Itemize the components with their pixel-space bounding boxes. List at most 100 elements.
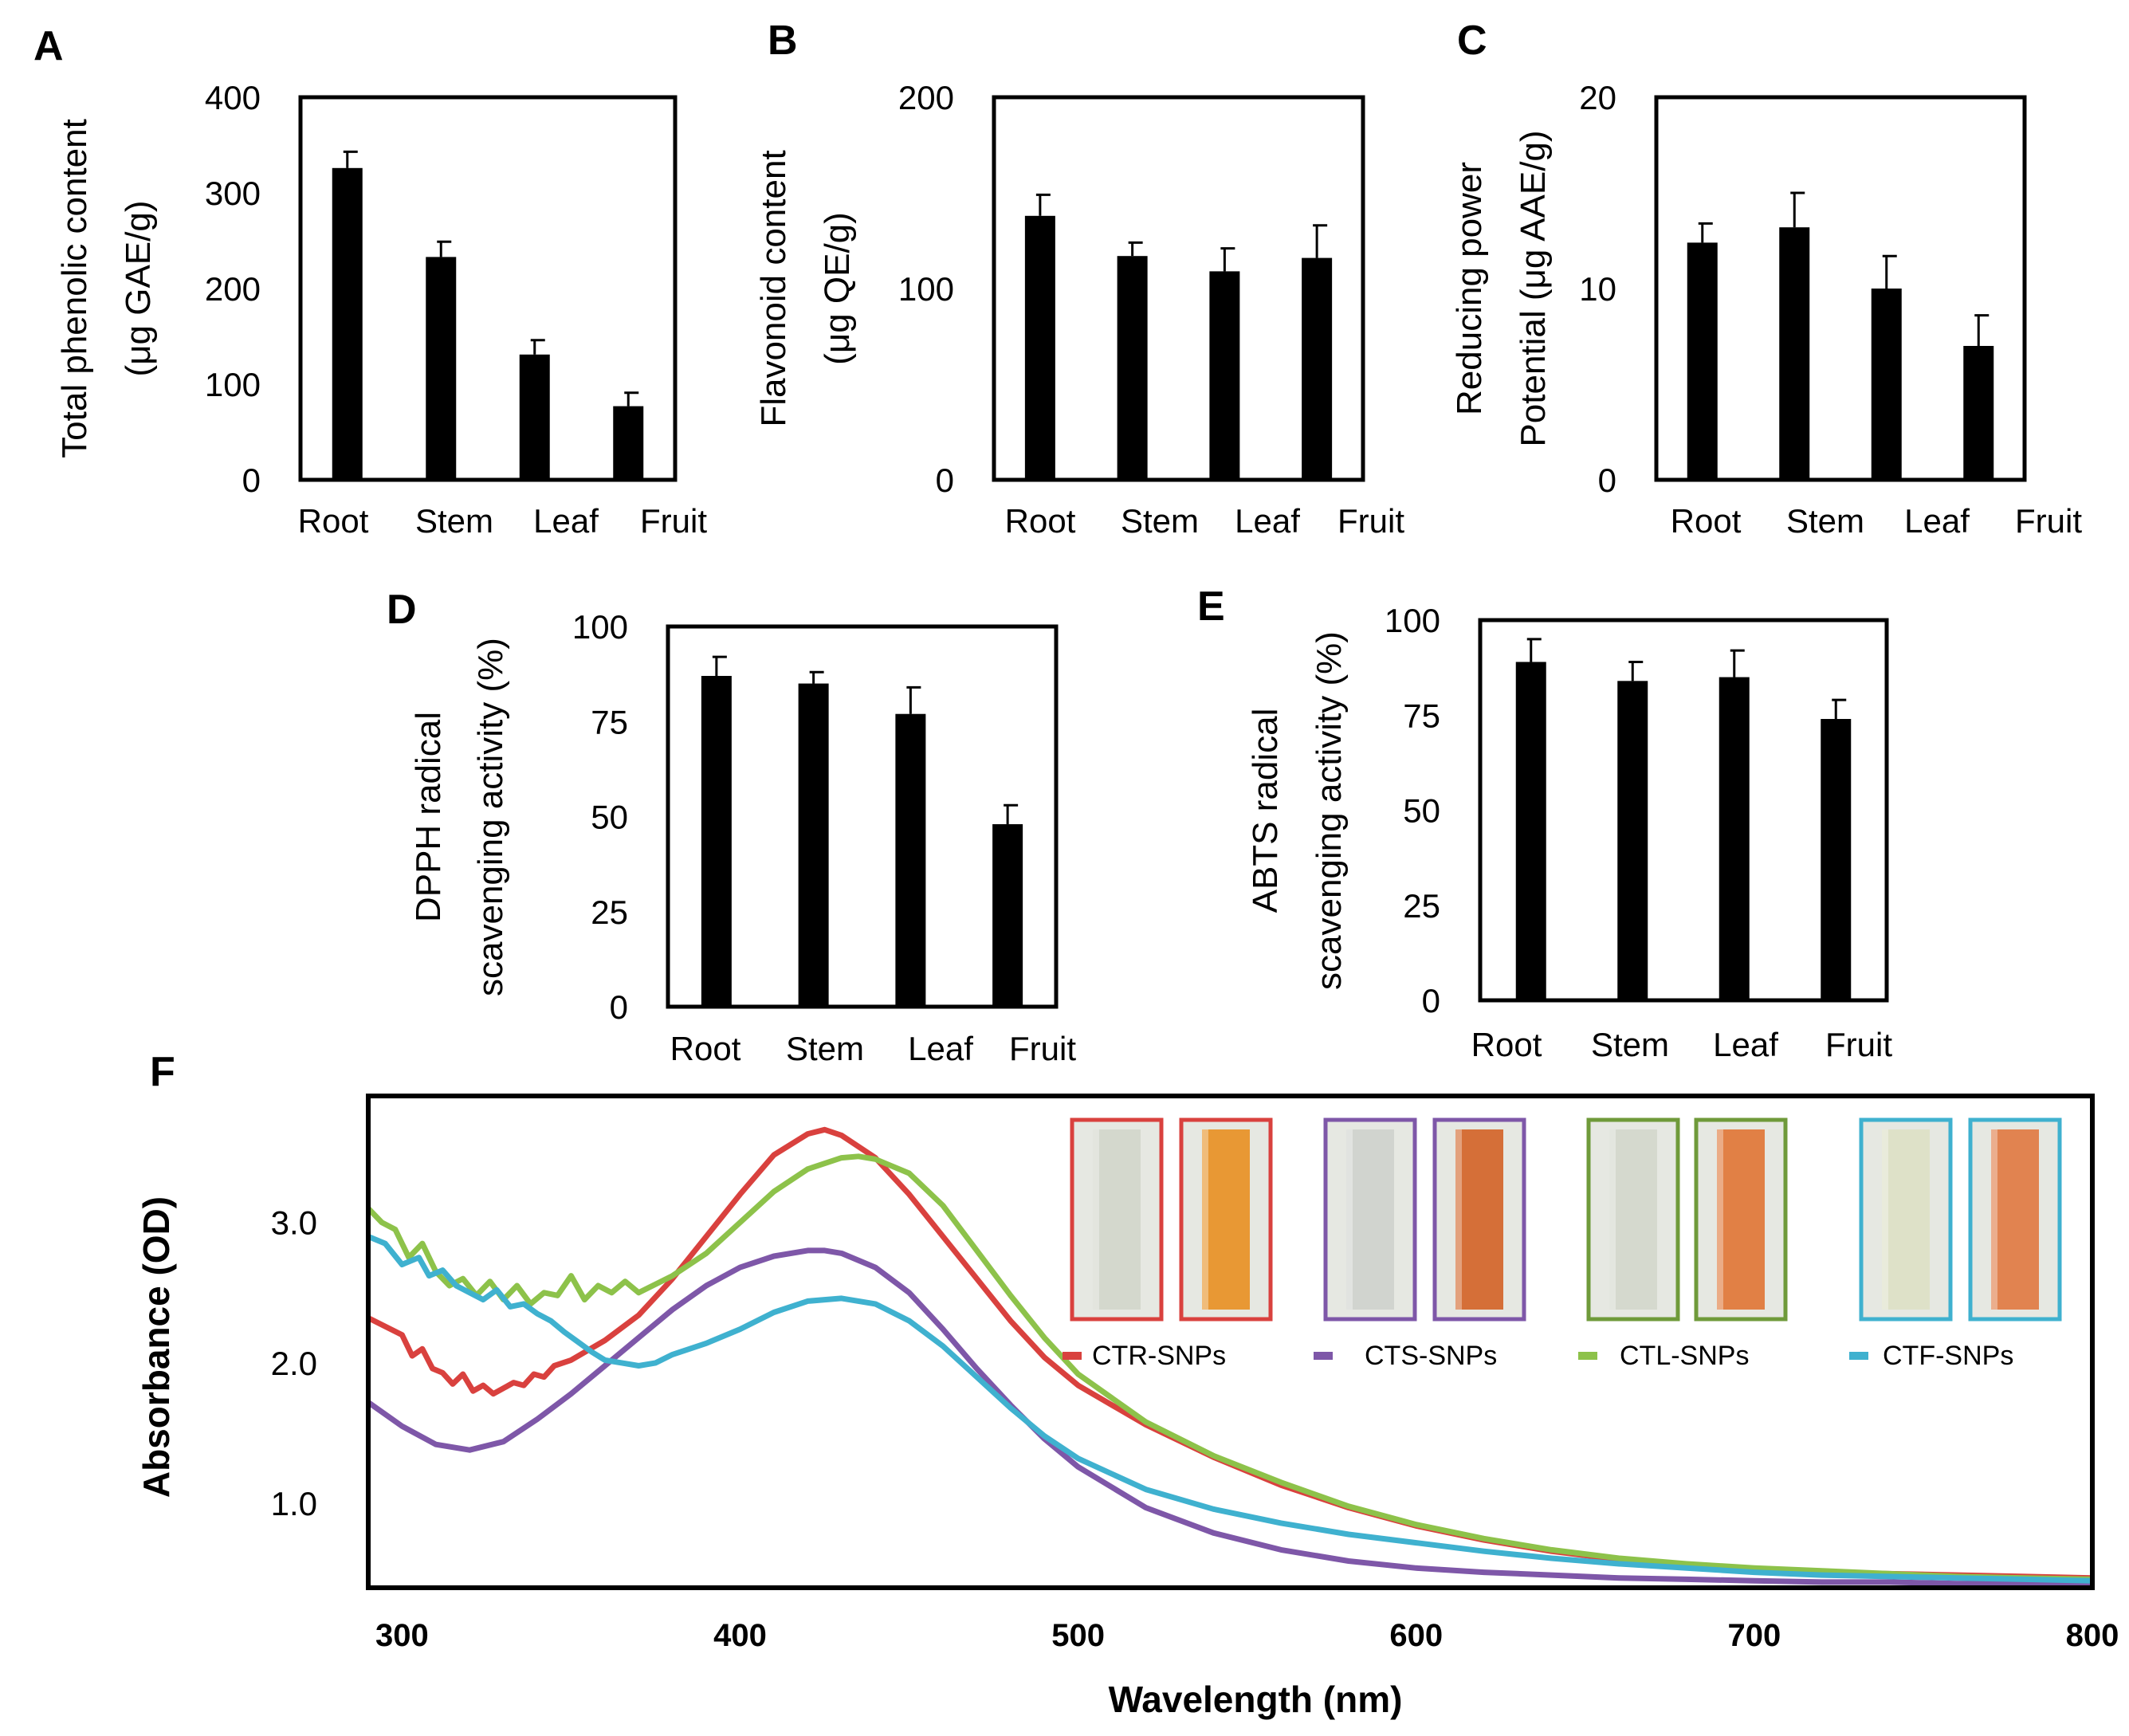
cuvette-liquid (1717, 1129, 1765, 1310)
panel-f-spectrum: F 300 400 500 600 700 800 1.0 2.0 3.0 Wavelength (… (136, 1049, 2119, 1720)
cuvette-glare (1093, 1129, 1099, 1310)
plot-frame (298, 95, 678, 482)
x-tick-label: 300 (375, 1618, 429, 1653)
cuvette-liquid (1455, 1129, 1503, 1310)
x-tick-label: Stem (415, 502, 493, 540)
bar-leaf (1209, 271, 1240, 480)
y-axis-label: Potential (μg AAE/g) (1514, 130, 1553, 446)
y-tick-label: 0 (242, 461, 261, 499)
bar-stem (798, 683, 829, 1007)
cuvette-glare (1455, 1129, 1462, 1310)
y-tick-label: 400 (205, 79, 261, 116)
y-axis-label: DPPH radical (409, 712, 448, 922)
cuvette-after-photo (1432, 1117, 1526, 1322)
legend-label: CTF-SNPs (1883, 1341, 2013, 1371)
legend-swatch (1849, 1352, 1868, 1360)
y-axis-label: scavenging activity (%) (1310, 631, 1349, 990)
cuvette-glare (1202, 1129, 1208, 1310)
bar-fruit (1821, 719, 1852, 1000)
legend-entry-ctf-snps: CTF-SNPs (1849, 1341, 2013, 1371)
cuvette-liquid (1202, 1129, 1250, 1310)
y-axis-label: (μg QE/g) (818, 212, 857, 365)
y-tick-label: 50 (591, 799, 628, 836)
x-tick-label: 700 (1728, 1618, 1781, 1653)
panel-e: E Root Stem Leaf Fruit 0 25 50 75 100 ABTS radical… (1197, 583, 1892, 1063)
panel-a: A Root Stem Leaf Fruit 0 100 200 300 400 Total phe… (33, 23, 707, 540)
cuvette-before-photo (1070, 1117, 1164, 1322)
y-tick-label: 300 (205, 175, 261, 212)
legend-swatch (1314, 1352, 1333, 1360)
y-axis-label: Reducing power (1450, 162, 1489, 415)
bar-leaf (1871, 289, 1902, 480)
x-tick-label: Fruit (640, 502, 707, 540)
legend-swatch (1063, 1352, 1082, 1360)
cuvette-after-photo (1179, 1117, 1273, 1322)
cuvette-liquid (1991, 1129, 2039, 1310)
x-tick-label: Fruit (1009, 1030, 1076, 1067)
cuvette-glare (1609, 1129, 1616, 1310)
y-tick-label: 100 (205, 366, 261, 403)
bar-leaf (1719, 677, 1750, 1000)
cuvette-after-photo (1694, 1117, 1788, 1322)
panel-d: D Root Stem Leaf Fruit 0 25 50 75 100 DPPH radical… (387, 587, 1076, 1067)
bar-fruit (1302, 257, 1333, 480)
y-tick-label: 1.0 (271, 1485, 317, 1522)
bar-root (1515, 662, 1546, 1000)
x-tick-label: Root (670, 1030, 741, 1067)
y-tick-label: 0 (936, 461, 954, 499)
y-tick-label: 75 (591, 703, 628, 740)
legend-entry-ctl-snps: CTL-SNPs (1578, 1341, 1749, 1371)
panel-letter-a: A (33, 23, 64, 69)
x-tick-label: Root (1471, 1026, 1542, 1063)
series-line-ctf-snps (368, 1233, 2092, 1584)
x-tick-label: Leaf (1904, 502, 1970, 540)
panel-letter-d: D (387, 587, 417, 633)
y-tick-label: 200 (898, 79, 954, 116)
series-line-ctl-snps (368, 1153, 2092, 1582)
y-tick-label: 200 (205, 270, 261, 308)
x-tick-label: Fruit (1337, 502, 1404, 540)
cuvette-inset-ctf (1859, 1117, 2062, 1322)
panel-letter-e: E (1197, 583, 1225, 630)
cuvette-liquid (1882, 1129, 1930, 1310)
cuvette-after-photo (1968, 1117, 2062, 1322)
y-axis-label: Total phenolic content (55, 119, 94, 458)
plot-frame (1478, 618, 1889, 1003)
cuvette-before-photo (1859, 1117, 1953, 1322)
y-tick-label: 25 (591, 894, 628, 931)
y-tick-label: 0 (1422, 982, 1440, 1019)
y-tick-label: 20 (1579, 79, 1616, 116)
x-tick-label: Stem (1591, 1026, 1669, 1063)
x-tick-label: Stem (786, 1030, 864, 1067)
x-tick-label: Leaf (1713, 1026, 1778, 1063)
panel-b: B Root Stem Leaf Fruit 0 100 200 Flavonoid conte… (754, 18, 1404, 540)
x-tick-label: Fruit (2015, 502, 2082, 540)
x-tick-label: Leaf (533, 502, 599, 540)
bar-fruit (613, 406, 644, 480)
x-tick-label: Root (1005, 502, 1076, 540)
y-tick-label: 0 (610, 988, 628, 1026)
y-axis-label: ABTS radical (1246, 709, 1285, 913)
panel-c: C Root Stem Leaf Fruit 0 10 20 Reducing power Pot… (1450, 18, 2082, 540)
cuvette-liquid (1093, 1129, 1141, 1310)
bar-stem (1617, 681, 1648, 1000)
cuvette-liquid (1346, 1129, 1394, 1310)
bar-stem (1117, 256, 1148, 480)
legend-label: CTR-SNPs (1092, 1341, 1226, 1371)
cuvette-glare (1882, 1129, 1888, 1310)
x-tick-label: Fruit (1825, 1026, 1892, 1063)
y-tick-label: 0 (1598, 461, 1616, 499)
x-tick-label: 400 (713, 1618, 767, 1653)
x-tick-label: 600 (1389, 1618, 1443, 1653)
cuvette-glare (1346, 1129, 1353, 1310)
panel-letter-b: B (768, 18, 798, 64)
x-tick-label: Leaf (1235, 502, 1300, 540)
cuvette-before-photo (1586, 1117, 1680, 1322)
legend-entry-cts-snps: CTS-SNPs (1314, 1341, 1497, 1371)
y-tick-label: 100 (1385, 602, 1440, 639)
x-tick-label: Stem (1786, 502, 1864, 540)
legend-entry-ctr-snps: CTR-SNPs (1063, 1341, 1226, 1371)
y-tick-label: 100 (572, 608, 628, 646)
